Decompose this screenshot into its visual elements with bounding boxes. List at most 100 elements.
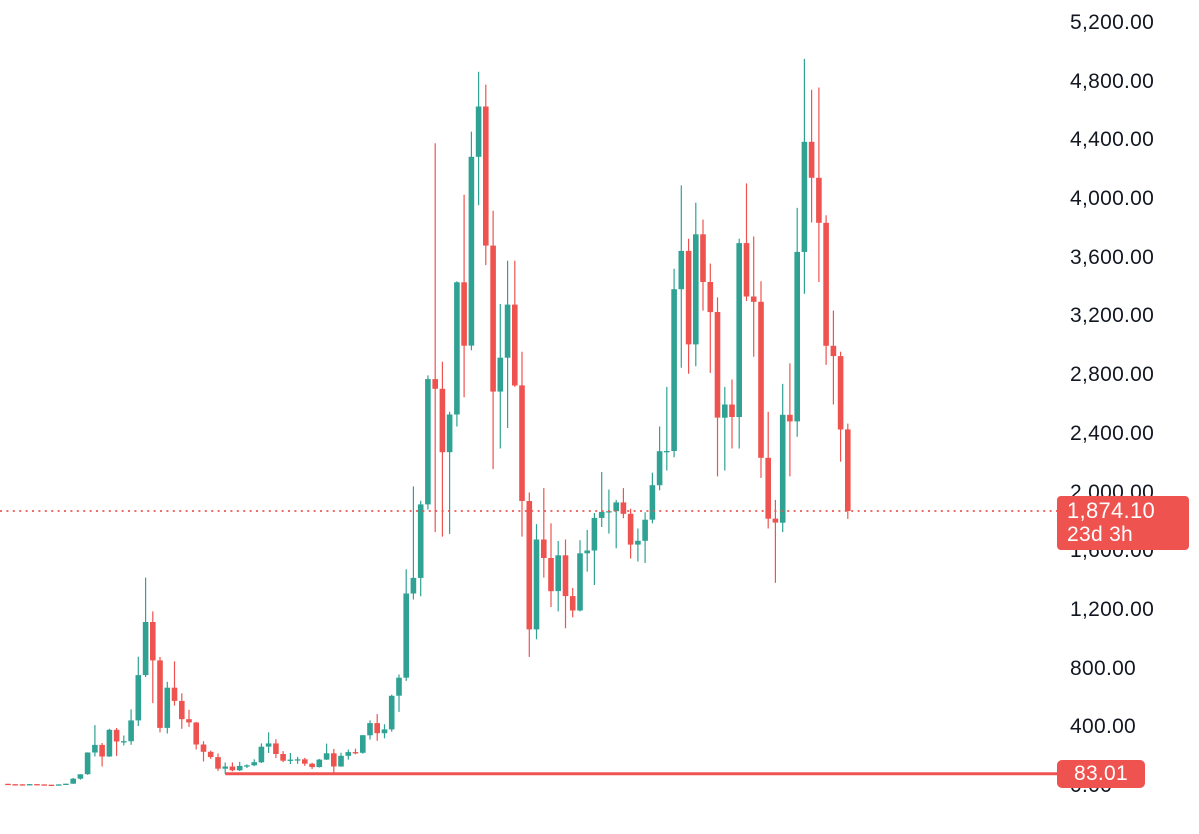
candle: [562, 539, 569, 629]
candle: [323, 743, 330, 760]
candle: [142, 577, 149, 678]
candle: [620, 488, 627, 519]
candle: [287, 753, 294, 764]
candle: [758, 281, 764, 478]
candle: [526, 492, 533, 657]
candle: [765, 411, 771, 529]
candle: [309, 762, 315, 769]
price-tick-label: 400.00: [1070, 715, 1137, 739]
candle: [294, 756, 301, 764]
candle: [722, 386, 728, 471]
candle: [150, 611, 156, 704]
candle: [584, 529, 590, 572]
candle: [664, 386, 670, 471]
price-tick-label: 4,800.00: [1070, 69, 1155, 93]
candle: [316, 758, 323, 768]
candle: [787, 363, 793, 477]
candle: [504, 260, 511, 428]
candle: [656, 426, 663, 491]
price-tick-label: 1,200.00: [1070, 597, 1155, 621]
candle: [244, 764, 250, 768]
candle: [258, 743, 265, 764]
candle: [70, 777, 76, 784]
candle: [229, 762, 236, 772]
candle: [823, 215, 829, 365]
candle: [541, 488, 547, 578]
candle: [34, 784, 40, 786]
candle: [345, 749, 352, 760]
candle: [99, 743, 105, 767]
candle: [396, 674, 402, 712]
candle: [555, 541, 561, 612]
candle: [179, 693, 185, 729]
candle: [490, 210, 496, 470]
candle: [678, 185, 685, 368]
candle: [164, 681, 171, 734]
candle: [374, 714, 380, 741]
candle: [410, 486, 417, 600]
candle: [388, 694, 395, 732]
candle: [577, 540, 583, 612]
candle: [794, 207, 800, 437]
candle: [48, 784, 55, 786]
candle: [533, 524, 540, 640]
candle: [569, 587, 576, 618]
candle: [845, 423, 851, 519]
candle: [454, 281, 460, 427]
candle: [171, 661, 178, 706]
candle: [693, 202, 699, 367]
candle: [251, 759, 257, 767]
candle: [837, 351, 844, 462]
candle: [714, 297, 721, 477]
candle: [736, 238, 742, 449]
candle: [649, 472, 656, 524]
candle: [273, 739, 279, 759]
candle: [55, 784, 62, 786]
candle: [772, 499, 779, 583]
candle: [331, 748, 337, 774]
candle: [417, 500, 424, 597]
candle: [439, 361, 446, 537]
candle: [215, 753, 221, 771]
candle: [381, 724, 388, 739]
candle: [598, 472, 605, 527]
candle: [222, 762, 228, 774]
price-tick-label: 3,600.00: [1070, 245, 1155, 269]
candle: [106, 728, 113, 757]
candle: [135, 656, 142, 726]
candle: [750, 236, 757, 357]
candle: [41, 784, 47, 786]
candle: [265, 732, 272, 753]
candle: [26, 784, 33, 786]
candle: [236, 761, 243, 771]
candle: [425, 375, 431, 510]
candle: [280, 751, 286, 763]
candle: [12, 784, 18, 786]
candle: [186, 709, 192, 727]
price-tick-label: 2,800.00: [1070, 363, 1155, 387]
candle: [497, 304, 504, 449]
candle: [193, 721, 199, 750]
price-tick-label: 4,000.00: [1070, 187, 1155, 211]
candle: [475, 71, 482, 206]
candle: [483, 84, 489, 266]
candle: [808, 89, 815, 223]
candle: [121, 735, 127, 746]
candle: [743, 183, 750, 301]
candle: [84, 752, 91, 775]
candle: [338, 752, 344, 767]
candle: [627, 508, 634, 559]
price-tick-label: 800.00: [1070, 656, 1137, 680]
candle: [830, 310, 837, 405]
current-price-value: 1,874.10: [1067, 498, 1156, 523]
candle: [779, 383, 786, 533]
candle: [302, 757, 308, 766]
candle: [635, 528, 641, 562]
candle: [548, 523, 554, 607]
candle: [113, 728, 120, 756]
candle: [432, 143, 438, 533]
candle: [642, 512, 648, 563]
candle: [63, 783, 69, 785]
